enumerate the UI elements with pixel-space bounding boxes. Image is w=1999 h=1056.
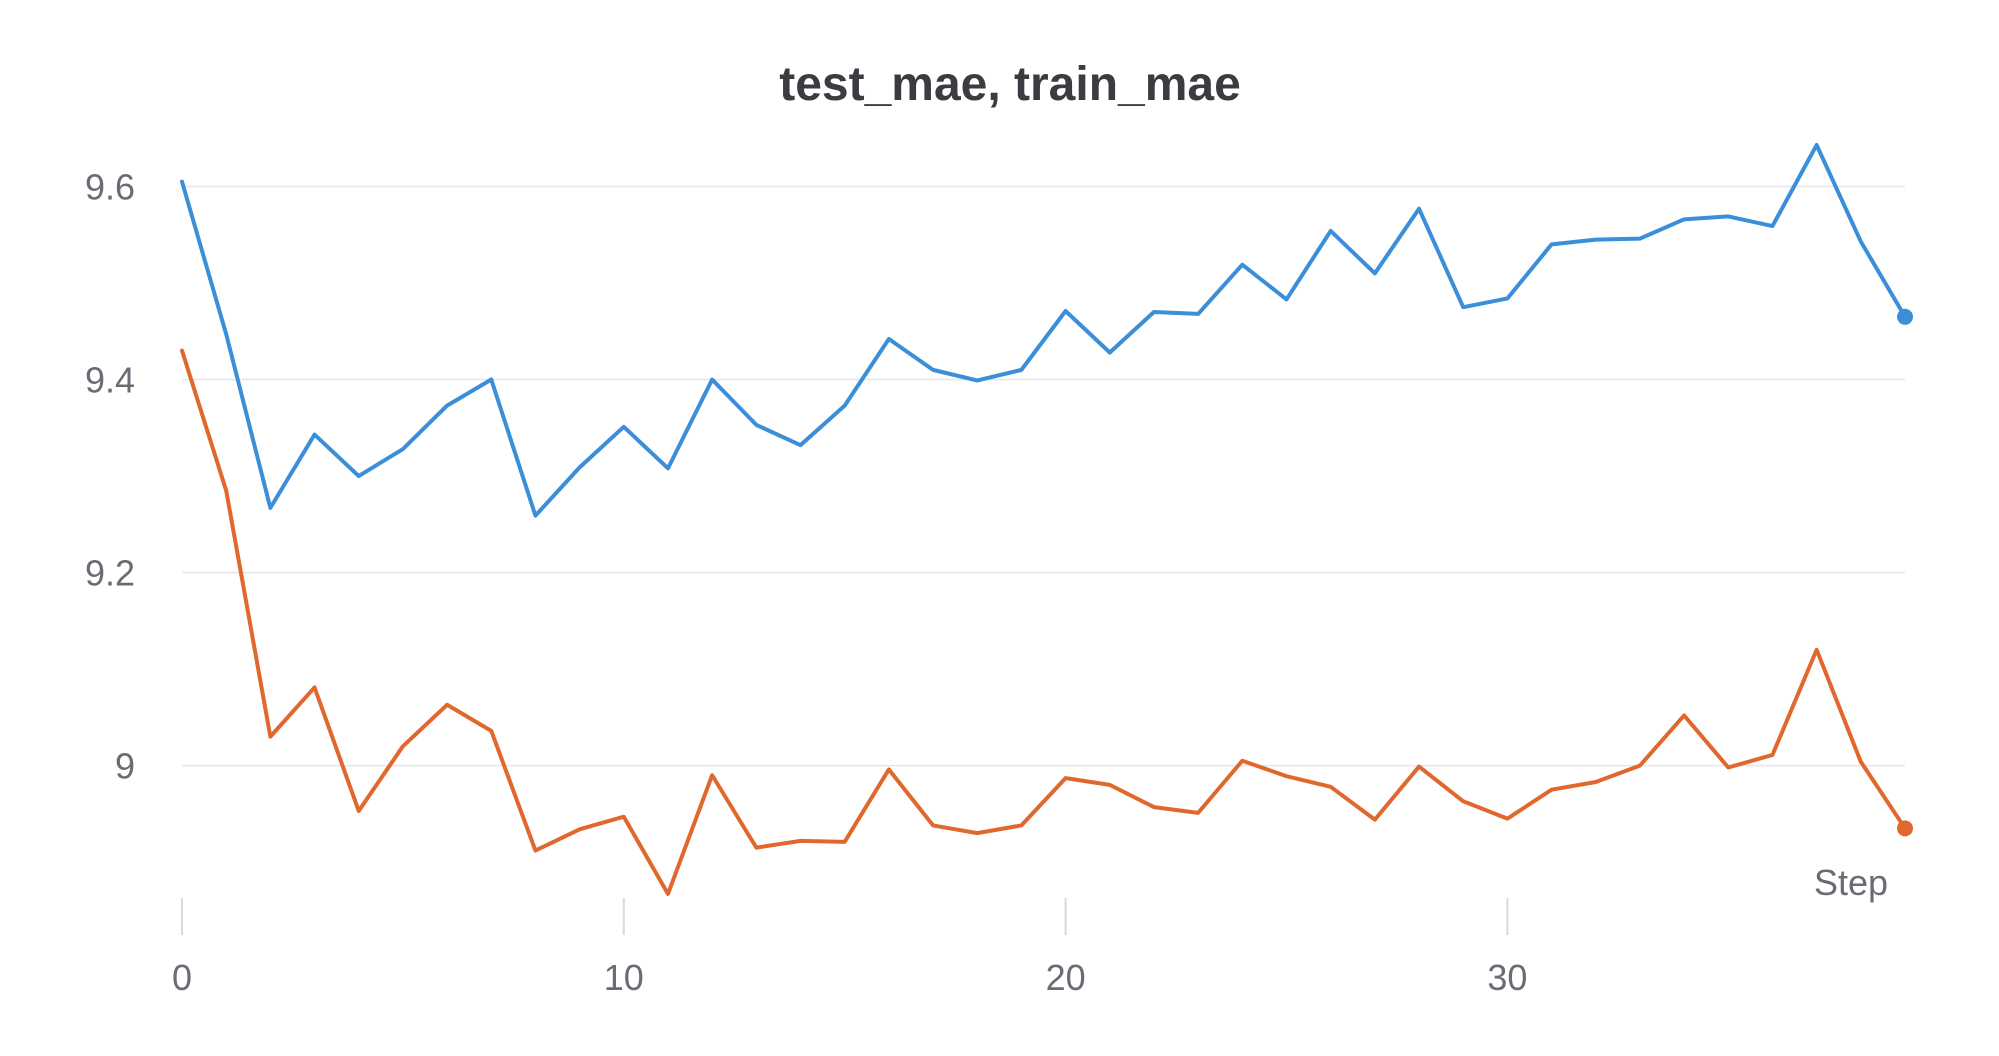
y-tick-label: 9 <box>115 746 135 787</box>
x-axis-label: Step <box>1814 862 1888 903</box>
series-end-point-1[interactable] <box>1897 820 1913 837</box>
series-end-point-0[interactable] <box>1897 308 1913 325</box>
chart-title: test_mae, train_mae <box>779 58 1241 111</box>
x-tick-label: 20 <box>1046 957 1086 998</box>
x-axis: 0 10 20 30 <box>172 898 1527 998</box>
y-tick-label: 9.4 <box>85 360 135 401</box>
series-line-0 <box>180 143 1907 518</box>
y-tick-label: 9.2 <box>85 553 135 594</box>
y-axis: 9 9.2 9.4 9.6 <box>85 167 135 787</box>
series-line-1 <box>180 348 1907 896</box>
x-tick-label: 10 <box>604 957 644 998</box>
x-tick-label: 30 <box>1487 957 1527 998</box>
series-lines <box>180 143 1913 896</box>
gridlines <box>182 185 1905 767</box>
x-tick-label: 0 <box>172 957 192 998</box>
y-tick-label: 9.6 <box>85 167 135 208</box>
